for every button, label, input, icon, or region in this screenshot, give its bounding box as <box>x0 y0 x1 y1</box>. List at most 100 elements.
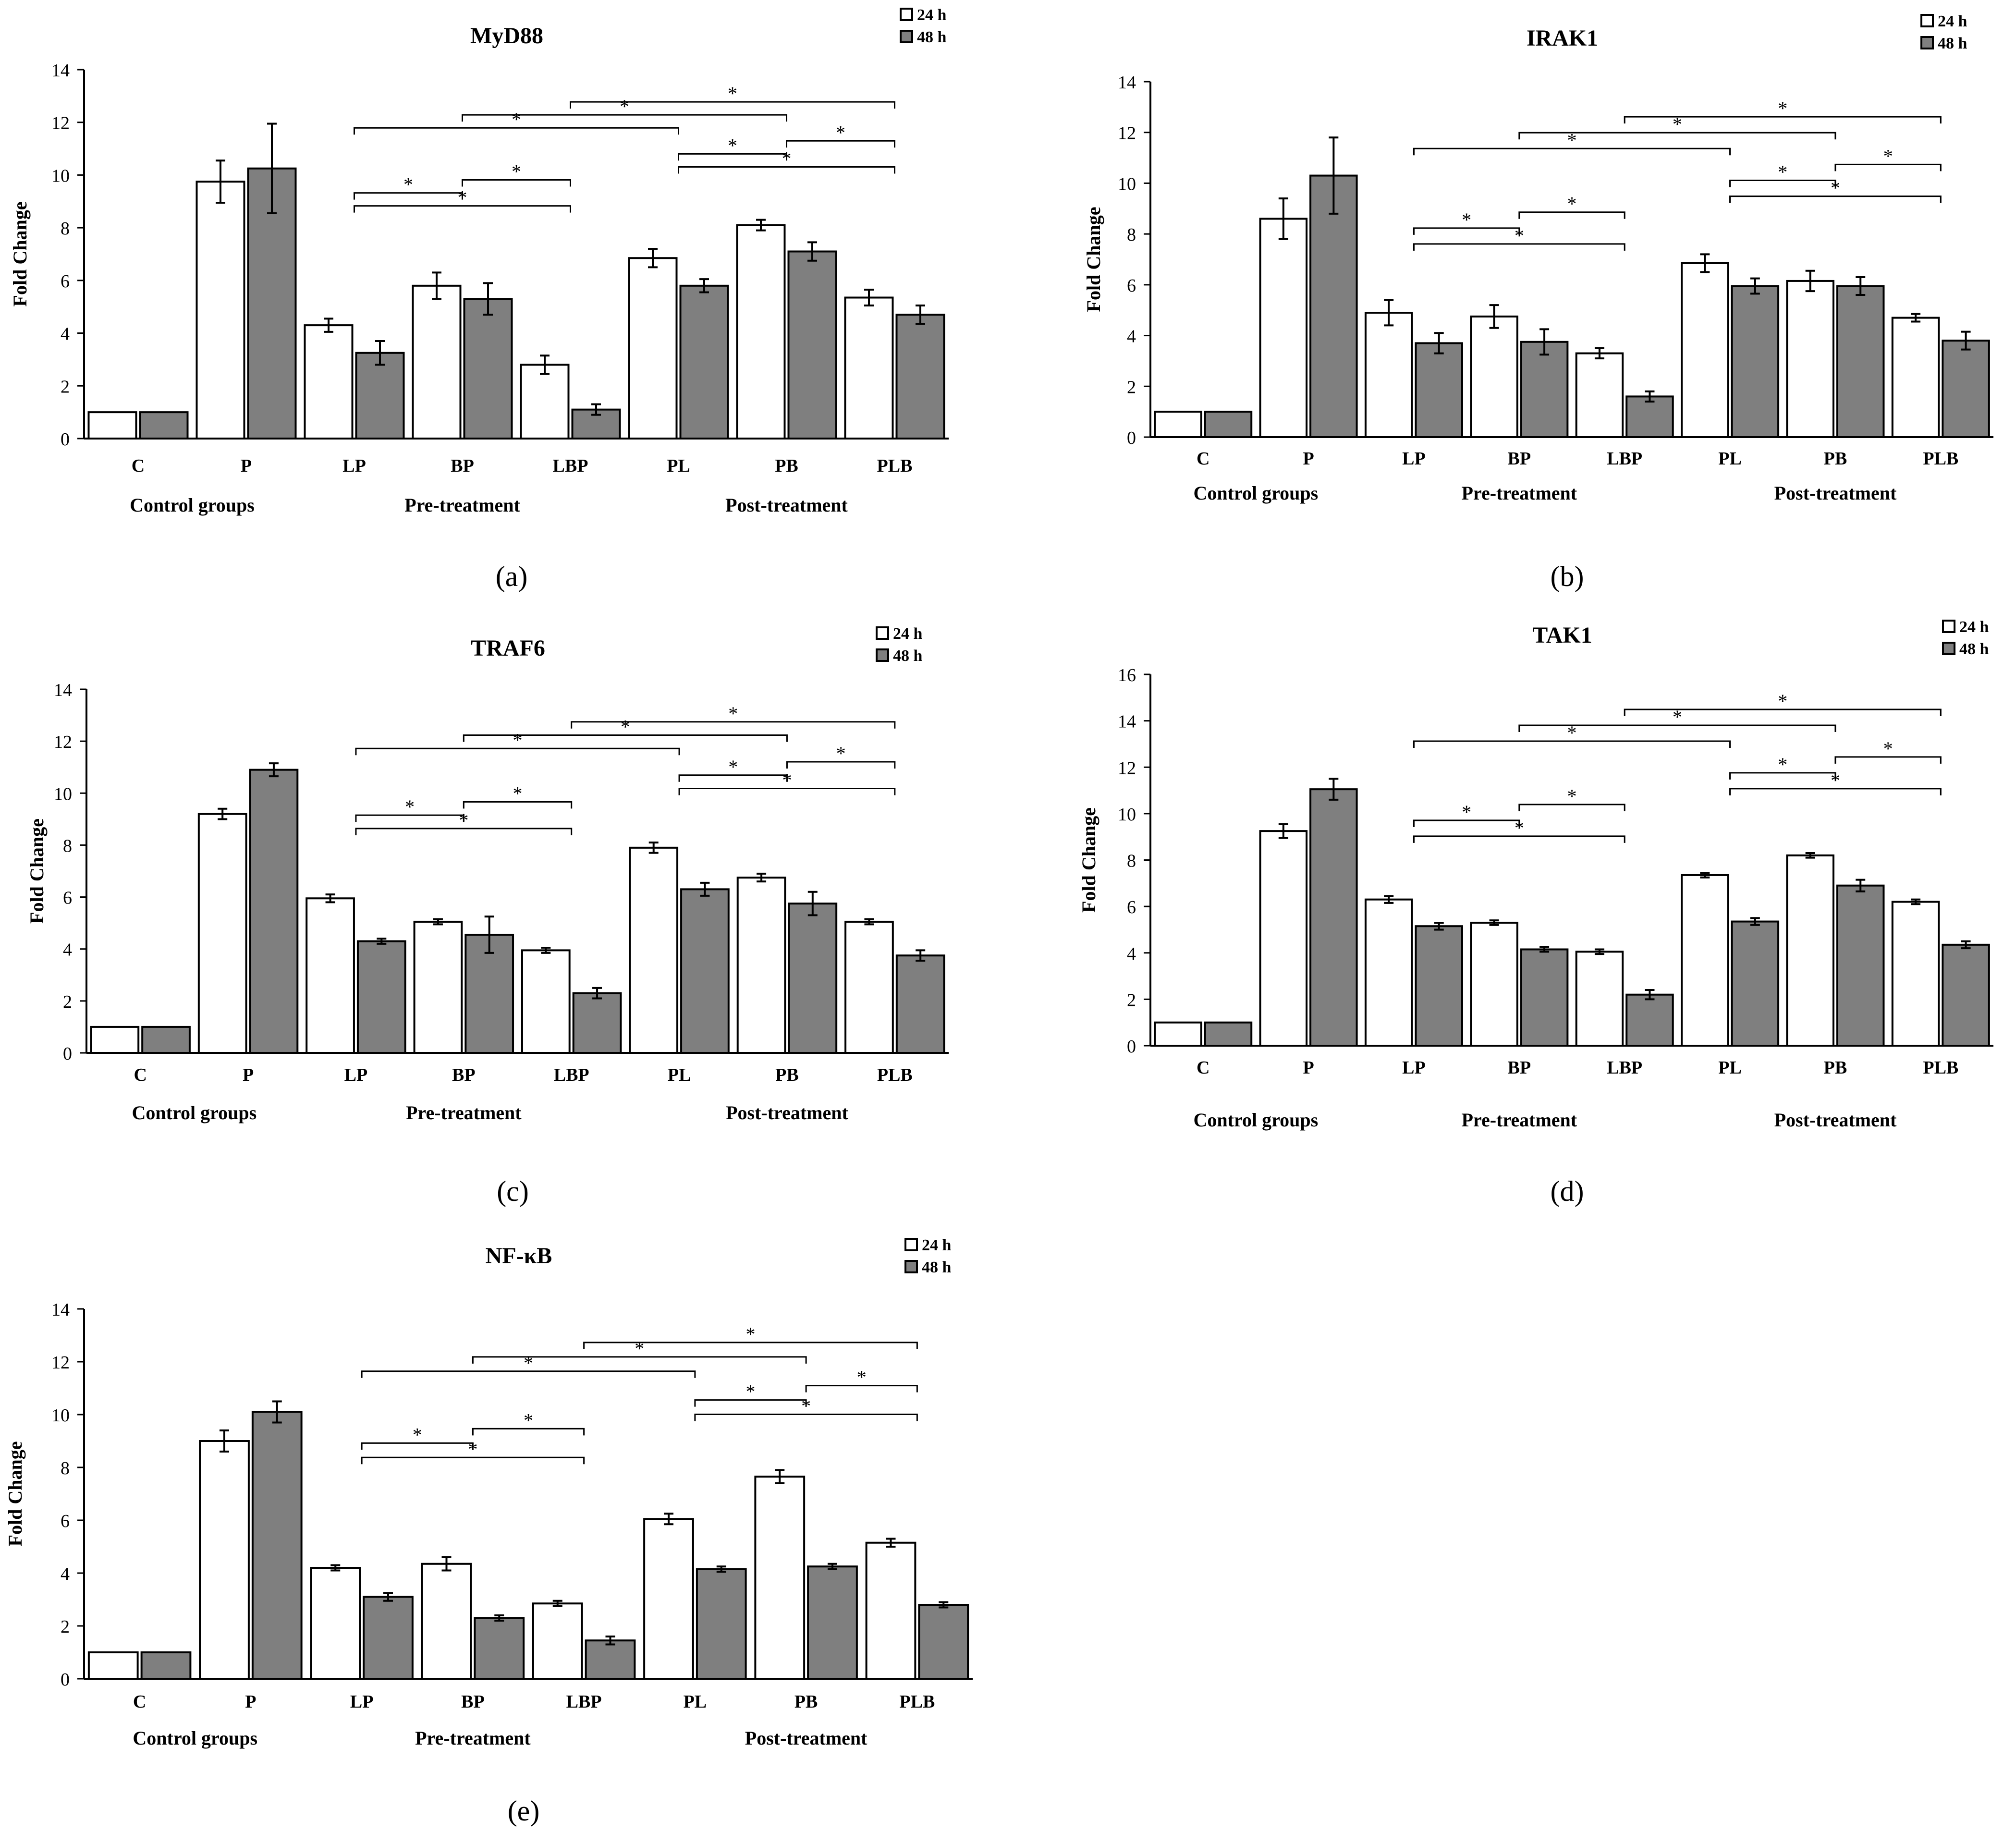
significance-star: * <box>1673 113 1682 135</box>
bar-48h-C <box>1204 411 1253 439</box>
category-label: PL <box>1718 1058 1742 1078</box>
bar-48h-P <box>251 1411 303 1680</box>
bar-24h-LBP <box>520 364 570 440</box>
bar-48h-C <box>1204 1021 1253 1047</box>
significance-star: * <box>1778 690 1787 712</box>
significance-star: * <box>635 1338 644 1359</box>
significance-bracket <box>462 114 787 122</box>
bar-24h-PL <box>628 257 678 440</box>
category-label: BP <box>461 1692 485 1712</box>
significance-star: * <box>1515 817 1524 839</box>
significance-bracket <box>678 788 896 795</box>
chart-title: IRAK1 <box>1527 25 1598 51</box>
legend-label-48h: 48 h <box>917 28 947 46</box>
y-axis-label: Fold Change <box>4 1441 26 1547</box>
y-tick-label: 8 <box>1127 225 1136 245</box>
bar-48h-BP <box>474 1617 525 1680</box>
y-axis-label: Fold Change <box>1078 807 1100 913</box>
bar-24h-PLB <box>844 296 894 440</box>
y-tick-label: 8 <box>63 836 72 856</box>
category-label: PLB <box>1923 449 1958 469</box>
category-label: LP <box>342 456 366 476</box>
significance-bracket <box>1834 756 1942 764</box>
y-tick-label: 14 <box>51 61 70 81</box>
significance-star: * <box>513 729 523 751</box>
bar-48h-LBP <box>585 1639 636 1680</box>
category-label: PLB <box>877 1065 913 1085</box>
significance-bracket <box>355 828 573 835</box>
significance-bracket <box>786 140 895 148</box>
y-tick-label: 0 <box>1127 1037 1136 1057</box>
significance-star: * <box>836 122 845 143</box>
bar-24h-LBP <box>532 1602 583 1680</box>
bar-48h-PL <box>680 888 730 1054</box>
y-tick-label: 2 <box>63 992 72 1012</box>
significance-star: * <box>1831 177 1840 199</box>
significance-star: * <box>512 161 521 183</box>
significance-bracket <box>1729 772 1836 780</box>
y-tick-label: 4 <box>61 324 70 344</box>
group-label: Pre-treatment <box>1462 482 1577 504</box>
chart-panel-4: TAK1 Fold Change 0 2 4 6 8 10 12 14 16 C P LP BP LBP PL P… <box>1078 618 1993 1207</box>
bar-48h-LBP <box>1625 395 1674 439</box>
category-label: P <box>245 1692 256 1712</box>
group-label: Control groups <box>130 494 255 516</box>
significance-bracket <box>583 1342 918 1349</box>
y-tick-label: 0 <box>1127 428 1136 448</box>
category-label: P <box>243 1065 254 1085</box>
y-tick-label: 10 <box>51 1405 70 1426</box>
category-label: C <box>1197 449 1210 469</box>
significance-bracket <box>805 1385 918 1392</box>
y-tick-label: 6 <box>61 1511 70 1531</box>
significance-bracket <box>1413 147 1731 156</box>
bar-48h-LP <box>355 352 405 440</box>
chart-title: TRAF6 <box>471 635 545 661</box>
legend-label-48h: 48 h <box>1938 35 1967 52</box>
significance-star: * <box>1462 801 1471 823</box>
significance-bracket <box>462 179 571 187</box>
significance-star: * <box>1567 129 1577 151</box>
bar-48h-LP <box>356 940 406 1054</box>
legend-swatch-48h <box>1942 642 1955 655</box>
y-tick-label: 12 <box>1118 123 1136 144</box>
bar-48h-PB <box>788 903 838 1054</box>
bar-24h-PB <box>736 877 786 1054</box>
panel-label: (e) <box>508 1795 540 1827</box>
significance-bracket <box>1518 804 1625 811</box>
bar-24h-LBP <box>521 949 571 1054</box>
significance-bracket <box>1413 227 1520 235</box>
significance-star: * <box>1778 754 1787 775</box>
y-tick-label: 14 <box>54 680 72 700</box>
group-label: Control groups <box>1194 1109 1319 1131</box>
legend-swatch-24h <box>1942 620 1955 633</box>
bar-24h-LP <box>305 897 355 1054</box>
bar-48h-LP <box>1415 342 1463 439</box>
legend-label-24h: 24 h <box>922 1236 952 1254</box>
bar-24h-LP <box>1364 312 1413 438</box>
significance-bracket <box>472 1356 807 1364</box>
bar-24h-C <box>87 1651 139 1680</box>
y-tick-label: 14 <box>1118 73 1136 93</box>
group-label: Pre-treatment <box>415 1727 531 1749</box>
chart-panel-3: TRAF6 Fold Change 0 2 4 6 8 10 12 14 C P LP BP LBP PL PB… <box>26 625 949 1207</box>
category-label: LBP <box>1607 449 1642 469</box>
group-label: Pre-treatment <box>406 1102 522 1123</box>
significance-bracket <box>1413 835 1625 843</box>
category-label: LBP <box>554 1065 589 1085</box>
significance-star: * <box>728 83 737 104</box>
bar-24h-P <box>1259 218 1308 438</box>
y-tick-label: 10 <box>1118 174 1136 194</box>
group-label: Post-treatment <box>1774 482 1897 504</box>
category-label: C <box>133 1692 146 1712</box>
bar-24h-PLB <box>1891 317 1940 438</box>
bar-48h-PLB <box>895 954 945 1054</box>
significance-star: * <box>524 1409 533 1431</box>
significance-star: * <box>1883 738 1893 759</box>
chart-panel-2: IRAK1 Fold Change 0 2 4 6 8 10 12 14 C P LP BP LBP PL PB… <box>1083 12 1993 592</box>
bar-48h-PB <box>1836 285 1885 438</box>
bar-24h-PL <box>1681 874 1729 1047</box>
significance-star: * <box>1567 785 1577 807</box>
legend-swatch-24h <box>1920 14 1934 27</box>
y-tick-label: 4 <box>1127 327 1136 347</box>
